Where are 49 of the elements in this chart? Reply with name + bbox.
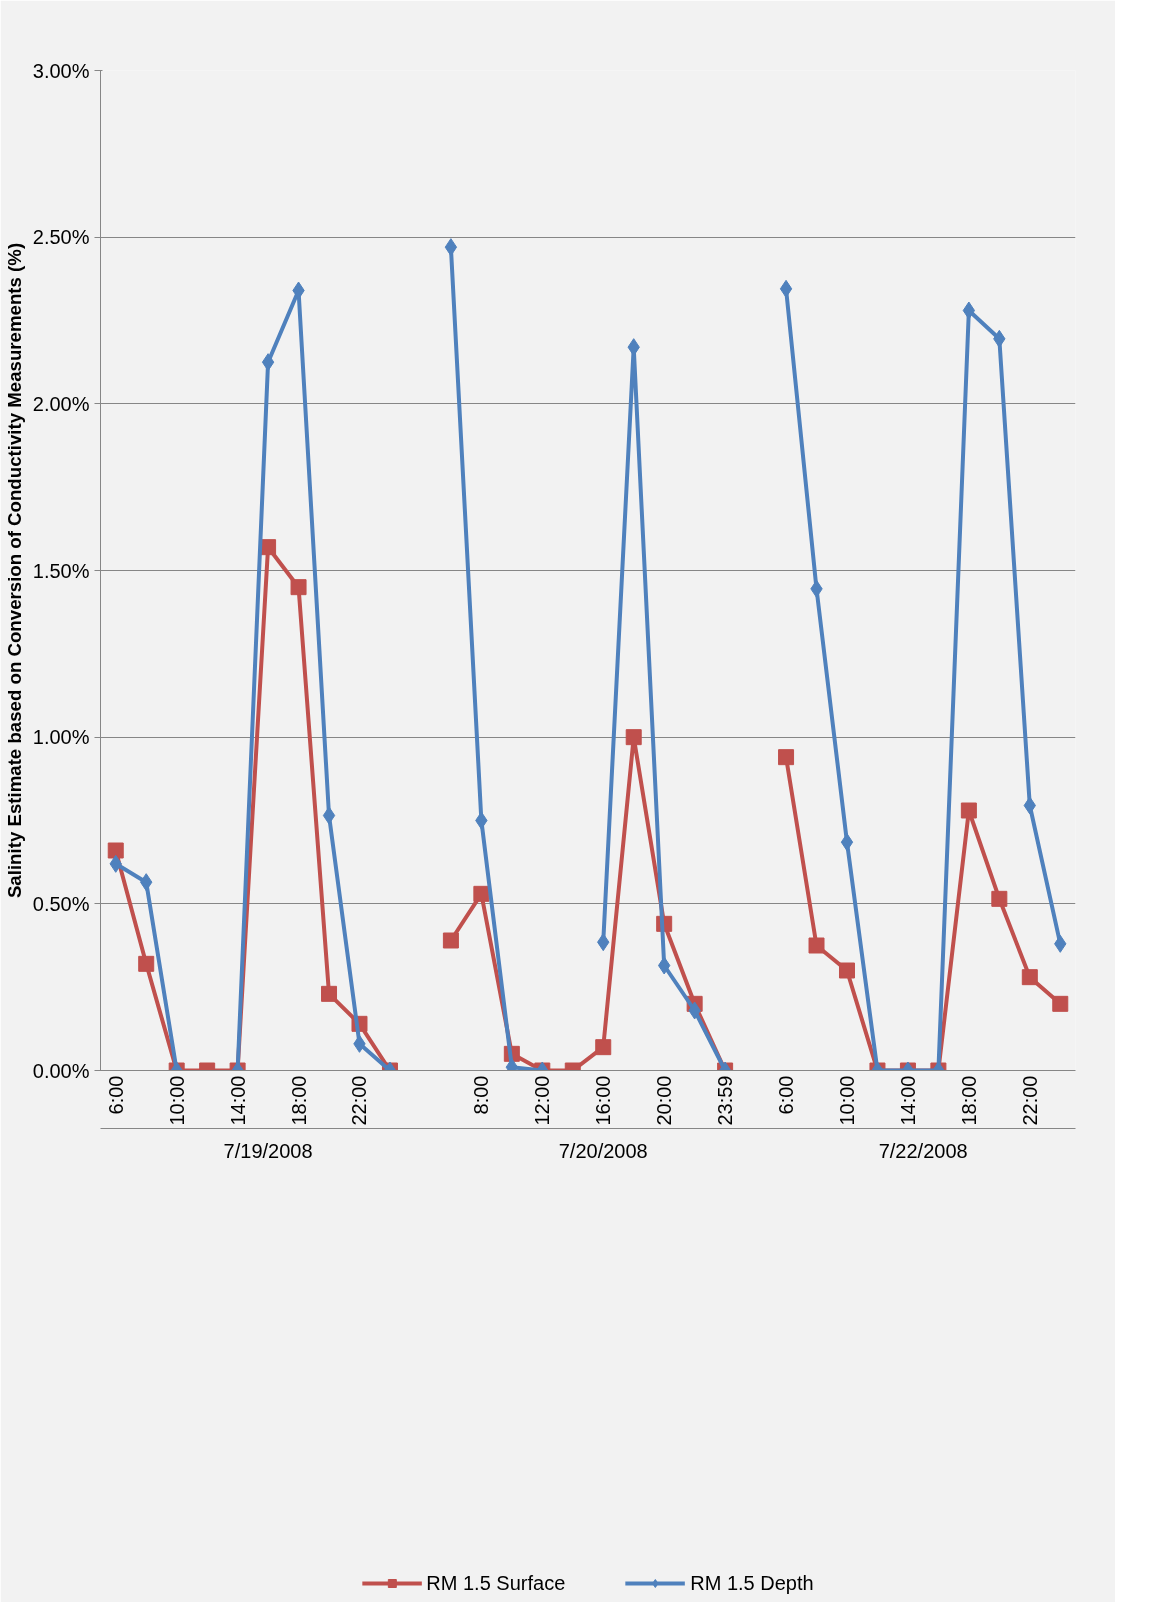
x-tick-label: 22:00: [1018, 1075, 1041, 1126]
y-tick-label: 2.50%: [32, 226, 90, 249]
point: [321, 985, 338, 1002]
x-tick-label: 14:00: [896, 1075, 919, 1126]
x-tick-label: 6:00: [775, 1075, 798, 1115]
point: [960, 802, 977, 819]
y-axis-title: Salinity Estimate based on Conversion of Conductivity Measurements (%): [3, 242, 25, 899]
point: [444, 238, 458, 257]
point: [322, 806, 336, 825]
text: 7/20/2008: [558, 1139, 648, 1162]
x-tick-label: 6:00: [104, 1075, 127, 1115]
y-tick-label: 0.50%: [32, 892, 90, 915]
x-tick-label: 23:59: [714, 1075, 737, 1126]
y-tick-label: 2.00%: [32, 392, 90, 415]
point: [595, 1039, 612, 1056]
x-tick-label: 16:00: [592, 1075, 615, 1126]
legend-label: RM 1.5 Depth: [690, 1571, 814, 1595]
y-tick-label: 0.00%: [32, 1059, 90, 1082]
point: [962, 301, 976, 320]
x-tick-label: 18:00: [287, 1075, 310, 1126]
x-tick-label: 12:00: [531, 1075, 554, 1126]
y-tick-label: 3.00%: [32, 59, 90, 82]
y-tick-label: 1.50%: [32, 559, 90, 582]
point: [1052, 995, 1069, 1012]
point: [838, 962, 855, 979]
x-tick-label: 8:00: [470, 1075, 493, 1115]
point: [261, 353, 275, 372]
point: [1021, 969, 1038, 986]
text: 7/22/2008: [878, 1139, 968, 1162]
point: [778, 749, 795, 766]
x-tick-label: 10:00: [165, 1075, 188, 1126]
point: [290, 579, 307, 596]
x-tick-label: 14:00: [226, 1075, 249, 1126]
x-tick-label: 22:00: [348, 1075, 371, 1126]
x-tick-label: 18:00: [957, 1075, 980, 1126]
point: [107, 842, 124, 859]
point: [840, 833, 854, 852]
point: [779, 279, 793, 298]
point: [625, 729, 642, 746]
point: [991, 890, 1008, 907]
point: [138, 955, 155, 972]
x-tick-label: 20:00: [653, 1075, 676, 1126]
legend-label: RM 1.5 Surface: [426, 1571, 566, 1595]
point: [442, 932, 459, 949]
point: [808, 937, 825, 954]
text: 7/19/2008: [223, 1139, 313, 1162]
y-tick-label: 1.00%: [32, 726, 90, 749]
x-tick-label: 10:00: [835, 1075, 858, 1126]
point: [473, 885, 490, 902]
